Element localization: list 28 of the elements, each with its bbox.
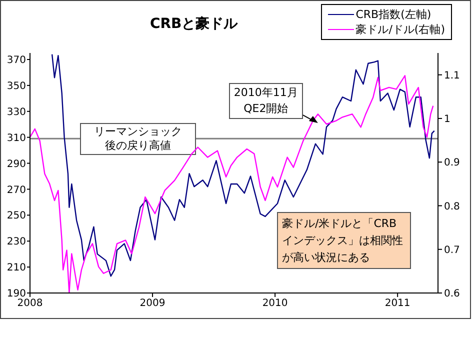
y2-tick-label: 1.1 — [444, 70, 460, 82]
annotation: 2010年11月QE2開始 — [228, 83, 303, 120]
chart-title: CRBと豪ドル — [150, 15, 238, 33]
y-tick-label: 230 — [6, 236, 26, 248]
y-tick-label: 290 — [6, 158, 26, 170]
y2-tick-label: 0.9 — [444, 158, 460, 169]
y-tick-label: 350 — [6, 80, 26, 92]
y2-tick-label: 0.7 — [444, 244, 460, 256]
legend-label: CRB指数(左軸) — [356, 7, 432, 22]
legend-label: 豪ドル/ドル(右軸) — [356, 22, 445, 37]
line-series — [51, 54, 435, 277]
y2-tick-label: 0.8 — [444, 201, 460, 212]
y-tick-label: 250 — [6, 210, 26, 222]
y-tick-label: 370 — [6, 55, 26, 66]
annotation: 豪ドル/米ドルと「CRBインデックス」は相関性が高い状況にある — [277, 212, 411, 269]
y2-tick-label: 0.6 — [444, 288, 460, 300]
x-tick-label: 2010 — [262, 298, 288, 310]
ref-line-label: リーマンショック後の戻り高値 — [80, 122, 196, 155]
y2-tick-label: 1 — [444, 114, 450, 126]
x-tick-label: 2008 — [17, 298, 43, 310]
y-tick-label: 270 — [6, 184, 26, 196]
x-tick-label: 2009 — [140, 298, 166, 310]
y-tick-label: 210 — [6, 262, 26, 274]
y-tick-label: 330 — [6, 106, 26, 118]
line-series — [30, 75, 434, 293]
y-tick-label: 190 — [6, 288, 26, 300]
y-tick-label: 310 — [6, 132, 26, 144]
x-tick-label: 2011 — [384, 298, 410, 310]
